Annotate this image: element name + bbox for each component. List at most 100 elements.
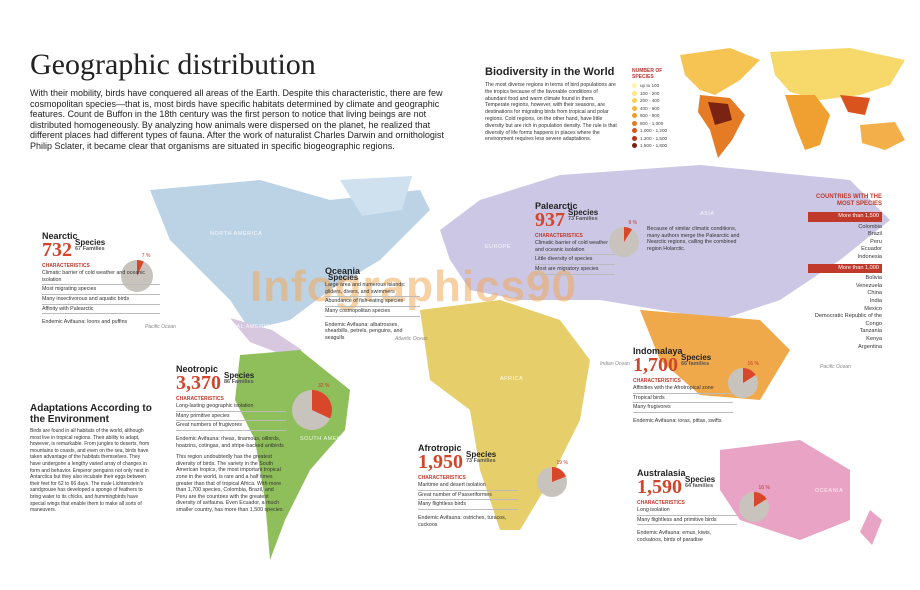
watermark: Infographics90 bbox=[250, 262, 577, 311]
characteristic: Long isolation bbox=[637, 506, 737, 516]
country: Democratic Republic of the Congo bbox=[814, 313, 882, 327]
inset-landmass bbox=[770, 48, 905, 100]
pie-label: 9 % bbox=[629, 220, 638, 226]
region-name: Australasia bbox=[637, 468, 686, 478]
country: Ecuador bbox=[861, 246, 882, 253]
pie-label: 16 % bbox=[748, 361, 760, 367]
inset-landmass bbox=[840, 95, 870, 115]
legend-item: 600 - 800 bbox=[632, 112, 667, 120]
note: This region undoubtedly has the greatest… bbox=[176, 454, 284, 513]
region: Indomalaya 1,700 Species 66 families CHARACT… bbox=[633, 347, 733, 425]
legend-label: 1,500 - 1,800 bbox=[640, 143, 668, 149]
characteristic: Little diversity of species bbox=[535, 255, 615, 265]
map-label: Pacific Ocean bbox=[820, 364, 851, 370]
legend-swatch bbox=[632, 143, 637, 149]
legend-swatch bbox=[632, 98, 637, 104]
legend-label: 100 - 200 bbox=[640, 90, 660, 96]
eurasia bbox=[440, 165, 890, 320]
species-line: 937 Species 73 Families bbox=[535, 207, 615, 231]
families: 67 Families bbox=[75, 246, 105, 253]
species-line: 1,700 Species 66 families bbox=[633, 353, 733, 376]
families: 73 Families bbox=[466, 458, 496, 465]
country: Peru bbox=[870, 238, 882, 245]
pie-slice bbox=[137, 260, 144, 276]
pie-slice bbox=[743, 368, 756, 383]
legend-label: 800 - 1,000 bbox=[640, 120, 664, 126]
region: Neotropic 3,370 Species 86 Families CHARACTE… bbox=[176, 364, 286, 514]
country: Tanzania bbox=[859, 328, 882, 335]
pie-label: 19 % bbox=[557, 460, 569, 466]
characteristic: Great numbers of frugivores bbox=[176, 421, 286, 431]
characteristic: Many cosmopolitan species bbox=[325, 307, 420, 317]
country: Bolivia bbox=[865, 275, 882, 282]
characteristics-title: CHARACTERISTICS bbox=[176, 395, 224, 402]
new-zealand bbox=[860, 510, 882, 545]
intro: With their mobility, birds have conquere… bbox=[30, 88, 444, 151]
country: Kenya bbox=[866, 335, 882, 342]
adaptations-text: Birds are found in all habitats of the w… bbox=[30, 428, 150, 514]
legend-item: 400 - 600 bbox=[632, 105, 667, 113]
species-word: Species 73 Families bbox=[568, 207, 599, 223]
legend-label: 1,000 - 1,200 bbox=[640, 128, 668, 134]
map-label: SOUTH AMERICA bbox=[300, 436, 352, 442]
legend-swatch bbox=[632, 113, 637, 119]
characteristic: Large area and numerous islands: gliders… bbox=[325, 281, 420, 298]
central-america bbox=[230, 318, 302, 356]
characteristic: Abundance of fish-eating species bbox=[325, 297, 420, 307]
legend-label: 600 - 800 bbox=[640, 113, 660, 119]
region: Nearctic 732 Species 67 Families CHARACTERIS… bbox=[42, 232, 160, 326]
legend-title: NUMBER OF SPECIES bbox=[632, 68, 663, 80]
species-line: 1,590 Species 64 families bbox=[637, 475, 737, 498]
countries-title: COUNTRIES WITH THE MOST SPECIES bbox=[816, 194, 882, 207]
map-label: Indian Ocean bbox=[600, 361, 630, 367]
species-word: Species bbox=[328, 272, 359, 282]
country: Venezuela bbox=[855, 282, 882, 289]
species-count: 3,370 bbox=[176, 371, 221, 394]
endemic: Endemic Avifauna: rheas, tinamous, oilbi… bbox=[176, 435, 284, 449]
inset-landmass bbox=[698, 95, 745, 158]
characteristic: Long-lasting geographic isolation bbox=[176, 402, 286, 412]
families: 86 Families bbox=[224, 379, 254, 386]
map-label: Pacific Ocean bbox=[145, 324, 176, 330]
characteristics-title: CHARACTERISTICS bbox=[637, 499, 685, 506]
species-word: Species 86 Families bbox=[224, 370, 255, 386]
legend-label: 400 - 600 bbox=[640, 105, 660, 111]
greenland bbox=[340, 176, 412, 216]
characteristic: Maritime and desert isolation bbox=[418, 481, 518, 491]
legend-item: 800 - 1,000 bbox=[632, 120, 667, 128]
legend-item: 200 - 400 bbox=[632, 97, 667, 105]
legend-item: 1,000 - 1,200 bbox=[632, 127, 667, 135]
map-label: NORTH AMERICA bbox=[210, 231, 262, 237]
map-label: ASIA bbox=[700, 211, 715, 217]
pie-label: 32 % bbox=[318, 383, 330, 389]
map-label: CENTRAL AMERICA bbox=[215, 324, 274, 330]
species-line: Species bbox=[325, 272, 420, 282]
region: Oceania Species Large area and numerous is… bbox=[325, 266, 420, 341]
pie-slice bbox=[312, 390, 332, 419]
region-name: Neotropic bbox=[176, 364, 219, 374]
inset-landmass bbox=[708, 102, 732, 125]
species-line: 732 Species 67 Families bbox=[42, 238, 160, 261]
group-label: More than 1,000 bbox=[808, 263, 882, 274]
characteristic: Many frugivores bbox=[633, 403, 733, 413]
characteristics-title: CHARACTERISTICS bbox=[418, 474, 466, 481]
legend-item: 1,500 - 1,800 bbox=[632, 142, 667, 150]
pie-label: 7 % bbox=[142, 253, 151, 259]
map-label: OCEANIA bbox=[815, 488, 843, 494]
region: Afrotropic 1,950 Species 73 Families CHARACT… bbox=[418, 444, 518, 528]
inset-map bbox=[680, 48, 905, 158]
characteristics-title: CHARACTERISTICS bbox=[535, 232, 583, 239]
region-name: Oceania bbox=[325, 266, 361, 276]
country: China bbox=[867, 290, 882, 297]
species-count: 1,590 bbox=[637, 475, 682, 498]
characteristic: Great number of Passeriformes bbox=[418, 491, 518, 501]
inset-landmass bbox=[785, 95, 830, 150]
biodiversity-text: The most diverse regions in terms of bir… bbox=[485, 82, 617, 143]
inset-landmass bbox=[680, 48, 760, 95]
endemic: Endemic Avifauna: loons and puffins bbox=[42, 319, 128, 326]
legend-swatch bbox=[632, 135, 637, 141]
map-label: EUROPE bbox=[485, 244, 511, 250]
species-count: 1,700 bbox=[633, 353, 678, 376]
endemic: Endemic Avifauna: albatrosses, shearbill… bbox=[325, 321, 403, 341]
